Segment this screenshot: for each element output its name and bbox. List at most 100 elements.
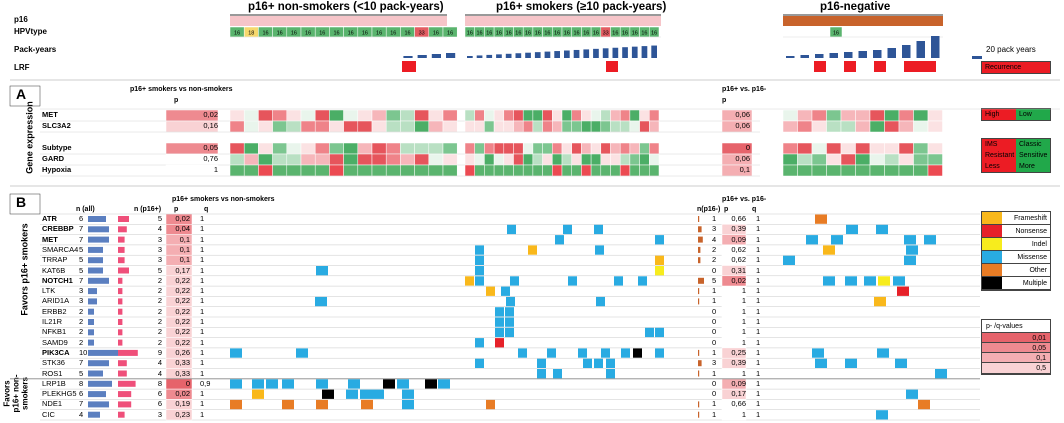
expression-cell <box>286 164 302 177</box>
gene-n-neg: 4 <box>712 234 717 244</box>
expression-cell <box>619 153 631 166</box>
expression-cell <box>610 164 621 177</box>
mutation-mark <box>815 358 827 368</box>
expr-row-label: Subtype <box>42 143 72 152</box>
expression-cell <box>400 109 415 122</box>
pack-years-bar <box>544 51 551 58</box>
mutation-mark <box>506 296 515 307</box>
pack-years-bar <box>829 53 838 58</box>
expression-cell <box>826 164 842 177</box>
gene-n-neg: 1 <box>712 286 717 296</box>
n-pos-bar <box>118 277 123 284</box>
expr-p-right: 0 <box>745 143 750 152</box>
gene-q-left: 1 <box>200 409 205 419</box>
expression-cell <box>400 164 415 177</box>
expression-cell <box>797 153 813 166</box>
expression-cell <box>869 153 885 166</box>
gene-p-right: 1 <box>741 337 746 347</box>
legend-subtype-gard-hypoxia: IMS Classic Resistant Sensitive Less Mor… <box>981 138 1051 173</box>
mutation-mark <box>906 389 918 399</box>
legend-mutation-types: Frameshift Nonsense Indel Missense Other Mult… <box>981 211 1051 291</box>
gene-name: ERBB2 <box>42 306 67 316</box>
panel-b-letter: B <box>16 194 27 210</box>
mutation-mark <box>876 410 888 420</box>
expression-cell <box>884 153 900 166</box>
mutation-mark <box>563 224 572 235</box>
pack-years-bar <box>417 55 427 58</box>
mutation-mark <box>230 399 242 410</box>
mutation-mark <box>583 358 592 368</box>
gene-p-right: 1 <box>741 409 746 419</box>
n-pos-bar <box>118 339 123 346</box>
gene-n-neg: 0 <box>712 265 717 275</box>
pack-years-bar <box>873 50 882 58</box>
expression-cell <box>855 109 871 122</box>
expression-cell <box>898 164 914 177</box>
expression-cell <box>571 164 582 177</box>
hpv-cell-label: 16 <box>486 31 492 37</box>
expression-cell <box>913 109 929 122</box>
expression-cell <box>884 164 900 177</box>
gene-n-neg: 0 <box>712 327 717 337</box>
gene-p-left: 0,22 <box>175 286 190 296</box>
hpv-cell-label: 18 <box>248 31 254 37</box>
n-pos-bar <box>118 411 125 418</box>
gene-q-right: 1 <box>756 306 761 316</box>
gene-n-pos: 3 <box>157 255 162 265</box>
gene-p-left: 0,22 <box>175 337 190 347</box>
gene-n-neg: 1 <box>712 296 717 306</box>
expression-cell <box>826 120 842 133</box>
hpv-cell-label: 16 <box>612 31 618 37</box>
panel-a-p-left: p <box>174 97 179 104</box>
gene-n-pos: 3 <box>157 244 162 254</box>
expression-cell <box>855 120 871 133</box>
hpv-cell-label: 16 <box>622 31 628 37</box>
n-pos-bar <box>118 298 123 305</box>
gene-q-right: 1 <box>756 347 761 357</box>
expr-p-left: 1 <box>213 165 218 174</box>
gene-n-neg: 1 <box>712 399 717 409</box>
hpv-cell-label: 16 <box>234 31 240 37</box>
gene-name: NDE1 <box>42 399 63 409</box>
pack-years-bar <box>916 41 925 58</box>
expression-cell <box>619 120 631 133</box>
expression-cell <box>442 164 458 177</box>
expression-cell <box>258 142 273 155</box>
gene-name: LRP1B <box>42 378 66 388</box>
lrf-recurrence <box>874 61 886 72</box>
expression-cell <box>513 142 524 155</box>
mutation-mark <box>845 358 857 368</box>
expression-cell <box>428 153 444 166</box>
expr-row-label: Hypoxia <box>42 165 72 174</box>
gene-p-left: 0,1 <box>179 234 190 244</box>
gene-p-left: 0,17 <box>175 265 190 275</box>
legend-mutation-item: Frameshift <box>982 212 1050 225</box>
gene-q-left: 1 <box>200 368 205 378</box>
gene-p-right: 1 <box>741 327 746 337</box>
expression-cell <box>561 109 572 122</box>
mutation-mark <box>655 235 664 245</box>
expression-cell <box>840 153 856 166</box>
expression-cell <box>927 164 943 177</box>
expression-cell <box>840 109 856 122</box>
legend-swatch <box>982 277 1002 289</box>
expression-cell <box>286 109 302 122</box>
legend-mutation-item: Indel <box>982 238 1050 251</box>
expression-cell <box>811 109 827 122</box>
expression-cell <box>243 120 259 133</box>
gene-p-right: 1 <box>741 317 746 326</box>
mutation-mark <box>638 276 647 286</box>
gene-n-neg: 0 <box>712 378 717 388</box>
expression-cell <box>600 109 611 122</box>
gene-n-pos: 2 <box>157 317 162 326</box>
expression-cell <box>493 109 505 122</box>
expression-cell <box>522 153 534 166</box>
hpv-cell-label: 16 <box>535 31 541 37</box>
expression-cell <box>782 164 798 177</box>
expression-cell <box>898 109 914 122</box>
gene-p-left: 0,22 <box>175 296 190 306</box>
gene-p-left: 0,22 <box>175 306 190 316</box>
expression-cell <box>258 120 273 133</box>
expression-cell <box>442 142 458 155</box>
gene-name: NFKB1 <box>42 327 67 337</box>
